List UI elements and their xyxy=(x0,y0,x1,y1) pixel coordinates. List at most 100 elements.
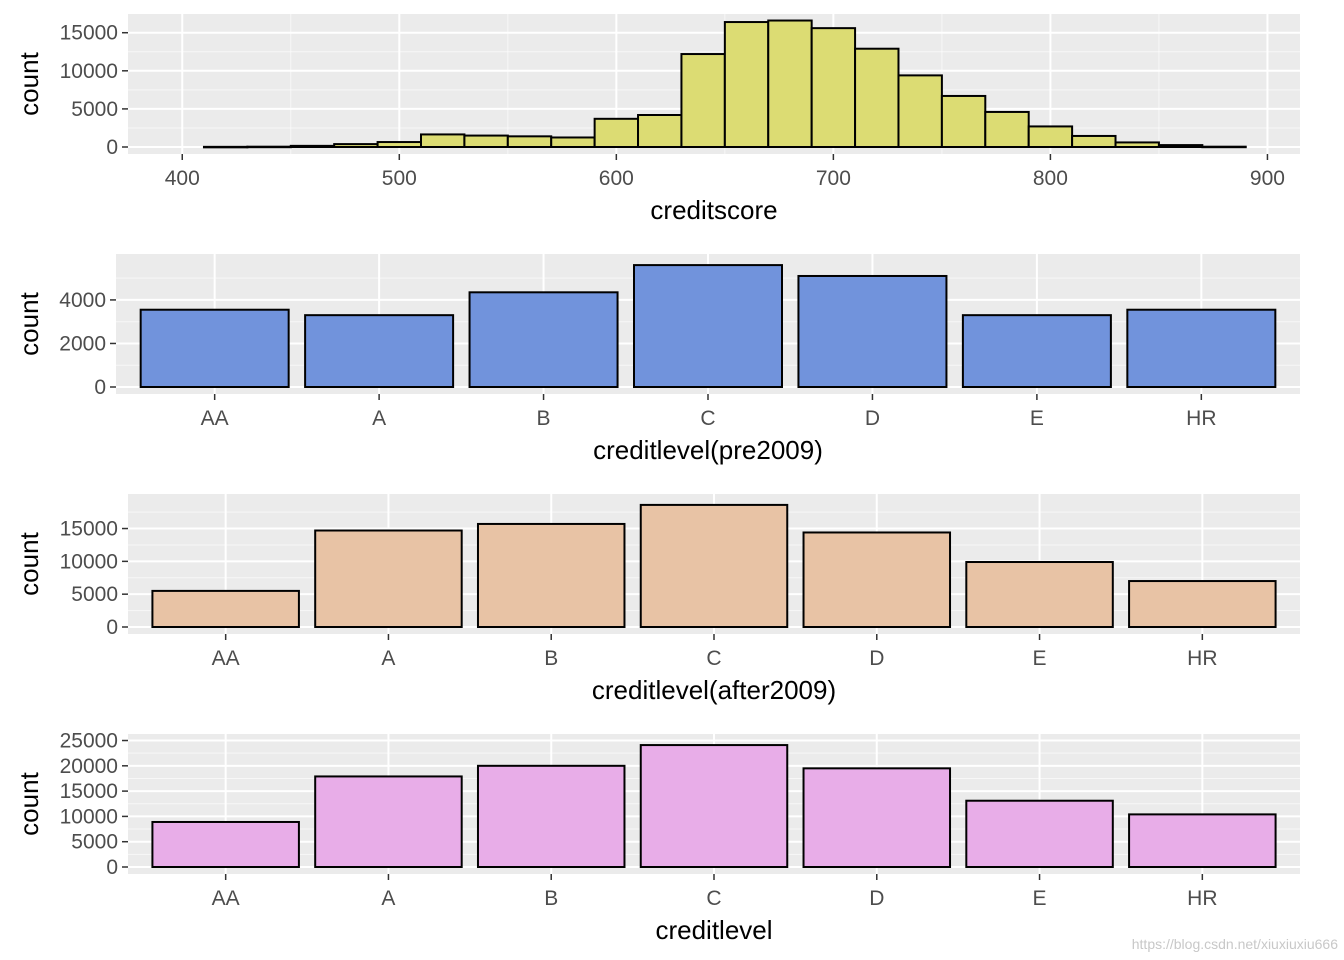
x-axis-title: creditscore xyxy=(650,195,777,225)
bar-e xyxy=(965,561,1114,628)
x-tick-label: D xyxy=(865,407,880,430)
histogram-bar xyxy=(593,117,640,148)
histogram-bar xyxy=(376,141,422,149)
chart-panel-1: 0 5000 10000 15000 400 500 600 700 800 900 credits… xyxy=(14,14,1300,225)
bar-a xyxy=(314,775,463,868)
histogram-bar xyxy=(1201,145,1247,149)
x-tick-label: HR xyxy=(1187,647,1217,670)
x-tick-label: B xyxy=(544,887,558,910)
bar-b xyxy=(468,291,619,388)
histogram-bar xyxy=(767,19,813,148)
bar-d xyxy=(802,767,952,868)
x-tick-label: 500 xyxy=(382,167,417,190)
x-axis-title: creditlevel(pre2009) xyxy=(593,435,823,465)
y-tick-label: 15000 xyxy=(60,518,118,541)
bar-a xyxy=(314,529,463,628)
x-tick-label: HR xyxy=(1187,887,1217,910)
bar-b xyxy=(476,522,626,629)
x-axis-title: creditlevel(after2009) xyxy=(592,675,836,705)
y-tick-label: 15000 xyxy=(60,22,118,45)
y-tick-label: 5000 xyxy=(71,583,118,606)
y-tick-label: 10000 xyxy=(60,60,118,83)
x-tick-label: 400 xyxy=(165,167,200,190)
y-tick-label: 10000 xyxy=(60,805,118,828)
histogram-bar xyxy=(1071,134,1117,148)
bar-e xyxy=(965,799,1114,869)
x-tick-label: D xyxy=(869,647,884,670)
histogram-bar xyxy=(246,145,292,149)
histogram-bar xyxy=(723,21,770,148)
histogram-bar xyxy=(854,47,900,148)
y-tick-label: 0 xyxy=(106,616,118,639)
histogram-bar xyxy=(810,27,857,148)
bar-e xyxy=(961,314,1112,388)
y-tick-label: 5000 xyxy=(71,98,118,121)
histogram-bar xyxy=(1027,125,1074,149)
x-tick-label: AA xyxy=(201,407,229,430)
histogram-bar xyxy=(202,145,249,149)
x-tick-label: D xyxy=(869,887,884,910)
x-tick-label: E xyxy=(1033,647,1047,670)
x-tick-label: B xyxy=(537,407,551,430)
histogram-bar xyxy=(550,136,596,149)
x-tick-label: E xyxy=(1030,407,1044,430)
y-tick-label: 5000 xyxy=(71,831,118,854)
x-tick-label: A xyxy=(372,407,386,430)
y-tick-label: 0 xyxy=(106,136,118,159)
x-tick-label: AA xyxy=(212,647,240,670)
y-tick-label: 0 xyxy=(94,376,106,399)
x-tick-label: A xyxy=(381,887,395,910)
x-tick-label: C xyxy=(700,407,715,430)
y-axis-title: count xyxy=(14,291,44,355)
x-tick-label: 700 xyxy=(816,167,851,190)
y-axis-title: count xyxy=(14,51,44,115)
x-tick-label: 600 xyxy=(599,167,634,190)
y-tick-label: 10000 xyxy=(60,550,118,573)
bar-c xyxy=(639,744,789,869)
bar-c xyxy=(639,503,789,628)
x-tick-label: A xyxy=(381,647,395,670)
histogram-bar xyxy=(680,53,726,148)
histogram-bar xyxy=(897,74,943,148)
x-tick-label: 800 xyxy=(1033,167,1068,190)
histogram-bar xyxy=(1157,144,1204,149)
bar-hr xyxy=(1128,813,1277,869)
x-tick-label: C xyxy=(706,647,721,670)
y-tick-label: 4000 xyxy=(59,289,106,312)
y-tick-label: 2000 xyxy=(59,332,106,355)
bar-d xyxy=(797,274,948,388)
bar-hr xyxy=(1128,580,1277,628)
bar-a xyxy=(304,314,455,388)
histogram-bar xyxy=(289,144,336,149)
y-tick-label: 15000 xyxy=(60,780,118,803)
x-tick-label: E xyxy=(1033,887,1047,910)
bar-c xyxy=(633,264,783,389)
bar-aa xyxy=(139,308,290,389)
histogram-bar xyxy=(940,94,987,148)
histogram-bar xyxy=(333,143,379,149)
bar-hr xyxy=(1126,308,1277,389)
x-tick-label: HR xyxy=(1186,407,1216,430)
y-axis-title: count xyxy=(14,531,44,595)
x-axis-title: creditlevel xyxy=(655,915,772,945)
x-tick-label: C xyxy=(706,887,721,910)
x-tick-label: 900 xyxy=(1250,167,1285,190)
x-tick-label: B xyxy=(544,647,558,670)
x-tick-label: AA xyxy=(212,887,240,910)
histogram-bar xyxy=(984,110,1030,148)
bar-aa xyxy=(151,589,300,629)
y-tick-label: 0 xyxy=(106,856,118,879)
histogram-bar xyxy=(420,133,466,149)
y-axis-title: count xyxy=(14,771,44,835)
histogram-bar xyxy=(463,134,509,148)
bar-b xyxy=(476,764,626,868)
histogram-bar xyxy=(637,114,683,148)
bar-d xyxy=(802,531,952,629)
histogram-bar xyxy=(1114,141,1160,149)
histogram-bar xyxy=(506,135,553,148)
y-tick-label: 20000 xyxy=(60,755,118,778)
